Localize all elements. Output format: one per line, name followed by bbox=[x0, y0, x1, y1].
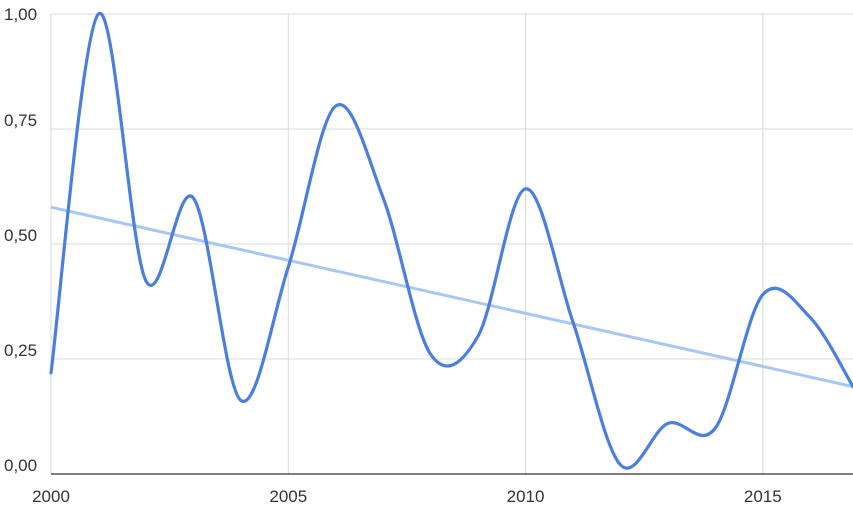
x-tick-label: 2015 bbox=[744, 487, 782, 506]
x-axis-tick-labels: 2000 2005 2010 2015 bbox=[32, 487, 782, 506]
y-tick-label: 0,50 bbox=[4, 226, 37, 245]
x-tick-label: 2010 bbox=[507, 487, 545, 506]
y-tick-label: 0,75 bbox=[4, 111, 37, 130]
x-tick-label: 2000 bbox=[32, 487, 70, 506]
x-tick-label: 2005 bbox=[269, 487, 307, 506]
y-tick-label: 1,00 bbox=[4, 5, 37, 24]
y-tick-label: 0,00 bbox=[4, 456, 37, 475]
horizontal-gridlines bbox=[51, 13, 853, 360]
y-tick-label: 0,25 bbox=[4, 341, 37, 360]
series-line bbox=[49, 12, 853, 470]
y-axis-tick-labels: 0,00 0,25 0,50 0,75 1,00 bbox=[4, 5, 37, 475]
trendline bbox=[50, 205, 853, 389]
